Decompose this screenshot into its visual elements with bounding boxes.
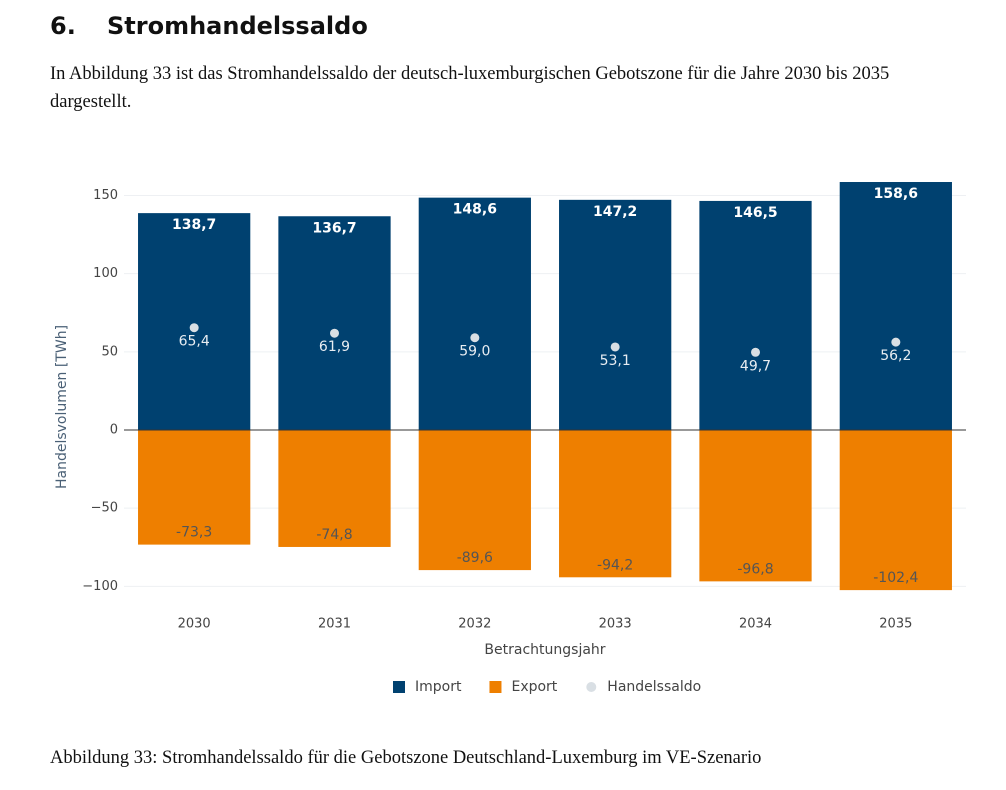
bar — [278, 430, 391, 547]
bar — [699, 430, 812, 582]
value-label: -73,3 — [176, 525, 212, 541]
value-label: 56,2 — [880, 348, 911, 364]
value-label: 147,2 — [593, 204, 637, 220]
value-label: 53,1 — [600, 353, 631, 369]
y-tick-label: 100 — [93, 266, 118, 281]
caption: Abbildung 33: Stromhandelssaldo für die … — [50, 748, 762, 768]
bar — [278, 216, 391, 430]
x-tick-label: 2035 — [879, 617, 912, 632]
x-axis-title: Betrachtungsjahr — [484, 642, 605, 658]
legend-label: Handelssaldo — [607, 679, 701, 695]
y-tick-label: 150 — [93, 188, 118, 203]
value-label: 158,6 — [874, 186, 918, 202]
y-tick-label: −50 — [91, 501, 118, 516]
value-label: 148,6 — [453, 202, 497, 218]
bar — [418, 430, 531, 571]
y-tick-label: 0 — [110, 423, 118, 438]
value-label: -74,8 — [316, 527, 352, 543]
bar — [559, 430, 672, 578]
value-label: -102,4 — [873, 570, 918, 586]
legend-label: Import — [415, 679, 462, 695]
value-label: 138,7 — [172, 217, 216, 233]
heading: 6. Stromhandelssaldo — [50, 12, 368, 40]
heading-number: 6. — [50, 12, 76, 40]
saldo-point — [330, 328, 339, 338]
value-label: 61,9 — [319, 339, 350, 355]
y-axis-title: Handelsvolumen [TWh] — [54, 325, 70, 489]
y-tick-label: 50 — [101, 344, 118, 359]
x-tick-label: 2032 — [458, 617, 491, 632]
bar — [418, 197, 531, 430]
bar — [138, 430, 251, 545]
saldo-point — [610, 342, 620, 352]
value-label: -89,6 — [457, 550, 493, 566]
bar — [138, 213, 251, 430]
bar — [559, 199, 672, 430]
legend-swatch — [393, 681, 405, 693]
value-label: 59,0 — [459, 344, 490, 360]
value-label: 49,7 — [740, 358, 771, 374]
value-label: -94,2 — [597, 557, 633, 573]
value-label: -96,8 — [737, 561, 773, 577]
saldo-point — [189, 323, 199, 333]
saldo-point — [751, 347, 760, 357]
saldo-point — [891, 337, 901, 347]
value-label: 65,4 — [179, 334, 210, 350]
x-tick-label: 2030 — [178, 617, 211, 632]
legend-swatch — [489, 681, 502, 693]
chart: −100 −50 0 50 100 150 Handelsvolumen [TWh] Betr… — [54, 182, 966, 695]
x-tick-label: 2033 — [599, 617, 632, 632]
value-label: 136,7 — [312, 220, 356, 236]
saldo-point — [470, 333, 480, 343]
paragraph: In Abbildung 33 ist das Stromhandelssald… — [50, 64, 890, 112]
legend-label: Export — [511, 679, 557, 695]
value-label: 146,5 — [733, 205, 777, 221]
x-tick-label: 2031 — [318, 617, 351, 632]
y-tick-label: −100 — [82, 579, 118, 594]
bar — [839, 430, 952, 591]
bar — [699, 200, 812, 430]
bar — [839, 182, 952, 430]
legend-swatch — [586, 682, 597, 692]
heading-title: Stromhandelssaldo — [107, 12, 368, 40]
x-tick-label: 2034 — [739, 617, 772, 632]
